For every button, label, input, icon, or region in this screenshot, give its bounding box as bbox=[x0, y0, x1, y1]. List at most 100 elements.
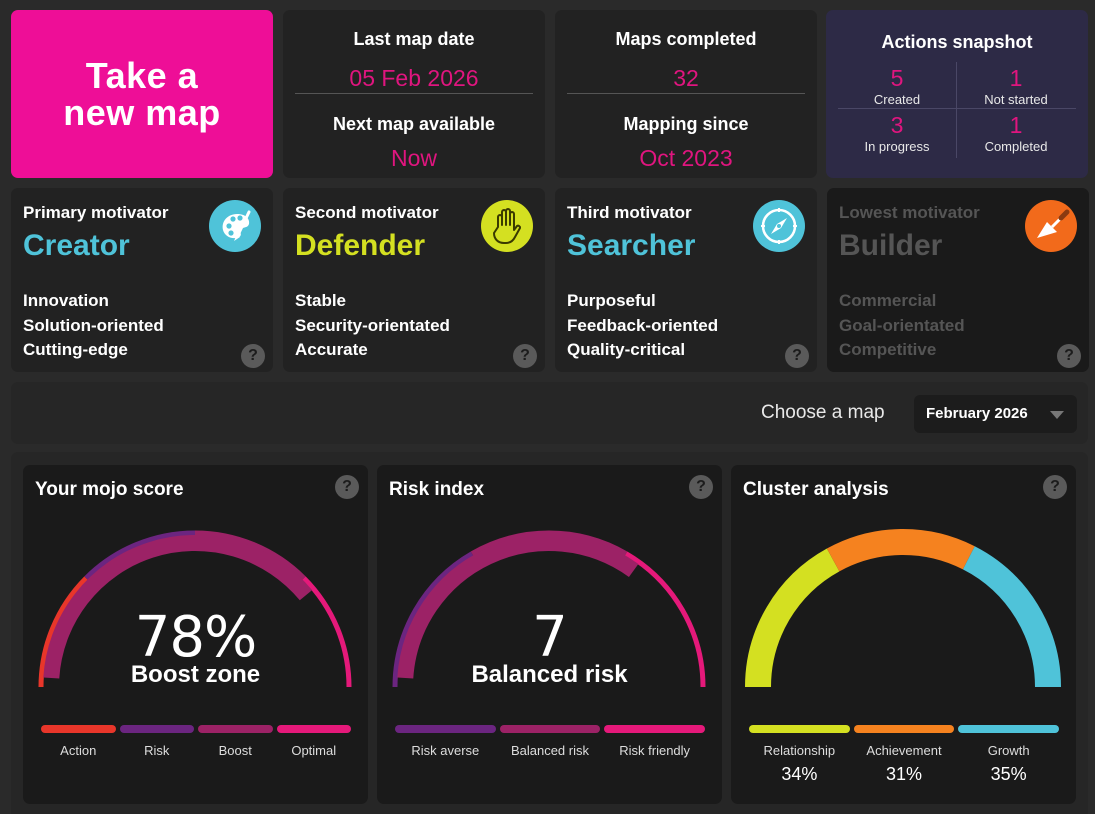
legend-item: Relationship 34% bbox=[749, 725, 850, 785]
trait: Innovation bbox=[23, 291, 109, 310]
mapping-since-value: Oct 2023 bbox=[639, 145, 733, 171]
legend-label: Action bbox=[60, 743, 97, 758]
divider bbox=[567, 93, 805, 94]
actions-snapshot-title: Actions snapshot bbox=[881, 32, 1033, 52]
motivator-traits: Purposeful Feedback-oriented Quality-cri… bbox=[567, 289, 718, 363]
map-select[interactable]: February 2026 bbox=[914, 395, 1077, 433]
scores-section: Your mojo score ? 78% Boost zone Action R… bbox=[11, 452, 1088, 814]
trait: Security-orientated bbox=[295, 315, 450, 335]
legend-swatch bbox=[395, 725, 496, 733]
help-icon[interactable]: ? bbox=[241, 344, 265, 368]
mojo-gauge bbox=[38, 530, 352, 688]
motivator-name: Searcher bbox=[567, 229, 696, 262]
legend-swatch bbox=[198, 725, 273, 733]
legend-swatch bbox=[499, 725, 601, 733]
divider bbox=[295, 93, 533, 94]
legend-swatch bbox=[119, 725, 194, 733]
last-map-date-value: 05 Feb 2026 bbox=[349, 65, 479, 91]
trait: Solution-oriented bbox=[23, 315, 164, 335]
actions-in-progress-label: In progress bbox=[864, 139, 930, 154]
legend-label: Risk friendly bbox=[619, 743, 691, 758]
mapping-since-label: Mapping since bbox=[623, 114, 749, 134]
motivator-traits: Stable Security-orientated Accurate bbox=[295, 289, 450, 363]
gauge-band bbox=[84, 530, 196, 580]
risk-index-panel: Risk index ? 7 Balanced risk Risk averse… bbox=[377, 465, 722, 804]
actions-created-label: Created bbox=[873, 92, 921, 107]
maps-completed-label: Maps completed bbox=[615, 29, 757, 49]
legend-item: Action bbox=[41, 725, 116, 758]
cluster-analysis-panel: Cluster analysis ? Relationship 34% Achiev… bbox=[731, 465, 1076, 804]
legend-item: Optimal bbox=[276, 725, 351, 758]
trait: Quality-critical bbox=[567, 340, 686, 359]
risk-gauge bbox=[392, 530, 706, 688]
legend-item: Balanced risk bbox=[499, 725, 601, 758]
motivator-name: Builder bbox=[839, 229, 943, 262]
help-icon[interactable]: ? bbox=[1057, 344, 1081, 368]
cluster-segment bbox=[826, 529, 975, 572]
actions-not-started-label: Not started bbox=[984, 92, 1048, 107]
take-new-map-button[interactable]: Take a new map bbox=[11, 10, 273, 178]
gauge-band bbox=[624, 551, 706, 688]
legend-swatch bbox=[276, 725, 351, 733]
actions-snapshot-card[interactable]: Actions snapshot 5 Created 1 Not started… bbox=[826, 10, 1088, 178]
legend-item: Risk bbox=[119, 725, 194, 758]
second-motivator-card: Second motivator Defender Stable Securit… bbox=[283, 188, 545, 372]
legend-label: Risk averse bbox=[411, 743, 480, 758]
actions-in-progress-count: 3 bbox=[890, 112, 904, 138]
divider bbox=[838, 108, 1076, 109]
gauge-score-arc bbox=[397, 535, 639, 679]
trait: Competitive bbox=[839, 340, 937, 359]
mojo-score-panel: Your mojo score ? 78% Boost zone Action R… bbox=[23, 465, 368, 804]
compass-icon bbox=[753, 200, 805, 252]
help-icon[interactable]: ? bbox=[689, 475, 713, 499]
legend-percent: 31% bbox=[885, 764, 922, 784]
lowest-motivator-card: Lowest motivator Builder Commercial Goal… bbox=[827, 188, 1089, 372]
palette-icon bbox=[209, 200, 261, 252]
gauge-band bbox=[392, 551, 474, 688]
legend-label: Risk bbox=[144, 743, 170, 758]
trait: Goal-orientated bbox=[839, 315, 965, 335]
motivator-label: Second motivator bbox=[295, 203, 439, 222]
primary-motivator-card: Primary motivator Creator Innovation Sol… bbox=[11, 188, 273, 372]
legend-label: Optimal bbox=[291, 743, 337, 758]
map-select-value: February 2026 bbox=[926, 405, 1028, 422]
legend-label: Achievement bbox=[866, 743, 942, 758]
actions-created: 5 Created bbox=[838, 66, 956, 107]
next-map-label: Next map available bbox=[332, 114, 496, 134]
gauge-band bbox=[38, 576, 88, 688]
help-icon[interactable]: ? bbox=[1043, 475, 1067, 499]
actions-completed-count: 1 bbox=[1009, 112, 1023, 138]
gauge-score-arc bbox=[43, 535, 313, 679]
motivator-label: Lowest motivator bbox=[839, 203, 980, 222]
actions-created-count: 5 bbox=[890, 65, 904, 91]
mojo-score-title: Your mojo score bbox=[35, 479, 184, 500]
gauge-band bbox=[194, 530, 306, 580]
legend-swatch bbox=[604, 725, 705, 733]
motivator-traits: Commercial Goal-orientated Competitive bbox=[839, 289, 965, 363]
third-motivator-card: Third motivator Searcher Purposeful Feed… bbox=[555, 188, 817, 372]
legend-item: Risk averse bbox=[395, 725, 496, 758]
legend-label: Boost bbox=[218, 743, 252, 758]
chevron-down-icon[interactable] bbox=[1050, 411, 1064, 419]
legend-swatch bbox=[41, 725, 116, 733]
trait: Commercial bbox=[839, 291, 937, 310]
next-map-value: Now bbox=[390, 145, 437, 171]
legend-label: Relationship bbox=[763, 743, 836, 758]
trait: Cutting-edge bbox=[23, 340, 128, 359]
choose-map-label: Choose a map bbox=[761, 402, 885, 423]
legend-label: Growth bbox=[987, 743, 1030, 758]
cluster-analysis-title: Cluster analysis bbox=[743, 479, 889, 500]
help-icon[interactable]: ? bbox=[785, 344, 809, 368]
mojo-zone: Boost zone bbox=[130, 661, 261, 688]
maps-summary-card: Maps completed 32 Mapping since Oct 2023 bbox=[555, 10, 817, 178]
gauge-band bbox=[470, 530, 628, 556]
legend-label: Balanced risk bbox=[510, 743, 589, 758]
trait: Stable bbox=[295, 291, 347, 310]
motivator-name: Defender bbox=[295, 229, 426, 262]
help-icon[interactable]: ? bbox=[335, 475, 359, 499]
risk-index-value: 7 bbox=[532, 605, 568, 670]
motivator-name: Creator bbox=[23, 229, 130, 262]
help-icon[interactable]: ? bbox=[513, 344, 537, 368]
hand-icon bbox=[481, 200, 533, 252]
legend-swatch bbox=[853, 725, 955, 733]
